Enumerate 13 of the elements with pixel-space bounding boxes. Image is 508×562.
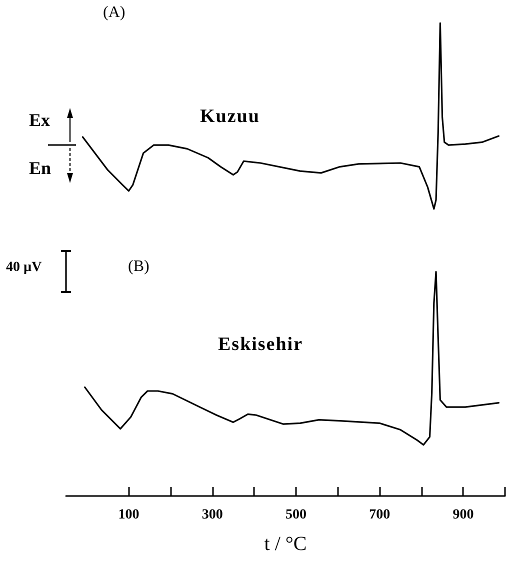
- series-label: Kuzuu: [200, 106, 260, 128]
- text: Ex: [29, 110, 50, 131]
- text: 40 µV: [6, 260, 42, 276]
- x-axis-title: t / °C: [264, 533, 307, 555]
- text: Eskisehir: [218, 334, 304, 356]
- x-tick-label: 900: [452, 508, 474, 522]
- annotation: (B): [128, 258, 150, 276]
- x-tick-label: 300: [202, 508, 223, 522]
- x-tick-label: 700: [369, 508, 390, 522]
- text: En: [29, 158, 52, 179]
- text: (A): [103, 4, 126, 22]
- x-tick-label: 500: [285, 508, 306, 522]
- x-tick-label: 100: [118, 508, 140, 522]
